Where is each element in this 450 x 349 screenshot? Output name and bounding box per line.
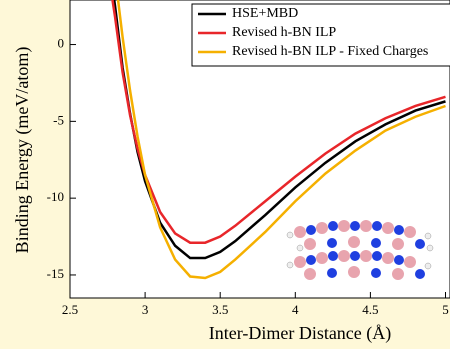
y-tick-label: -5 [53,112,64,127]
y-tick-label: 0 [58,36,65,51]
chart: Inter-Dimer Distance (Å) Binding Energy … [0,0,450,349]
y-tick-label: -15 [47,266,64,281]
x-tick-label: 3 [142,302,149,317]
x-tick-label: 3.5 [212,302,228,317]
page: Inter-Dimer Distance (Å) Binding Energy … [0,0,450,349]
legend-label: HSE+MBD [232,6,298,21]
legend: HSE+MBD Revised h-BN ILP Revised h-BN ILP … [192,4,450,66]
x-tick-label: 4 [292,302,299,317]
x-axis-label: Inter-Dimer Distance (Å) [209,323,392,344]
x-tick-label: 5 [442,302,449,317]
legend-label: Revised h-BN ILP - Fixed Charges [232,44,428,59]
x-tick-label: 2.5 [62,302,78,317]
x-tick-label: 4.5 [362,302,378,317]
y-axis-label: Binding Energy (meV/atom) [12,47,33,254]
y-tick-label: -10 [47,189,64,204]
legend-label: Revised h-BN ILP [232,25,336,40]
